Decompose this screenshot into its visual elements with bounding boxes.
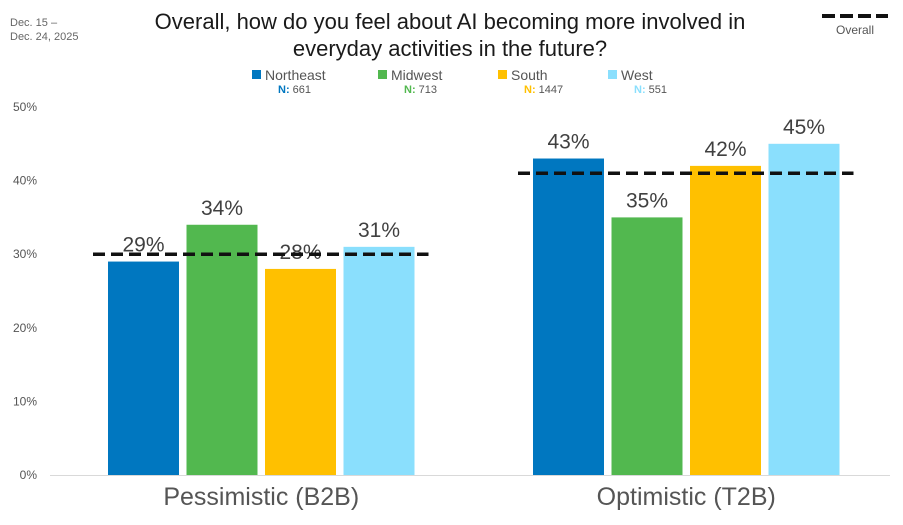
date-range: Dec. 15 – Dec. 24, 2025 bbox=[10, 17, 79, 43]
bar-west bbox=[768, 143, 840, 476]
overall-legend: Overall bbox=[818, 14, 892, 37]
data-label: 31% bbox=[358, 219, 400, 242]
legend-label: West bbox=[621, 67, 653, 83]
bar-northeast bbox=[533, 158, 604, 475]
category-label: Pessimistic (B2B) bbox=[163, 483, 359, 511]
data-label: 43% bbox=[547, 131, 589, 154]
bar-midwest bbox=[611, 217, 683, 475]
y-tick-label: 20% bbox=[13, 321, 37, 335]
data-label: 35% bbox=[626, 189, 668, 212]
legend: Northeast N: 661 Midwest N: 713 South N:… bbox=[250, 67, 670, 101]
legend-item-west: West N: 551 bbox=[608, 67, 667, 96]
legend-swatch bbox=[378, 70, 387, 79]
chart-title: Overall, how do you feel about AI becomi… bbox=[154, 9, 746, 61]
legend-n-value: 551 bbox=[648, 84, 668, 96]
bar-south bbox=[265, 268, 336, 475]
y-tick-label: 40% bbox=[13, 174, 37, 188]
legend-n-label: N: bbox=[278, 84, 290, 96]
data-label: 42% bbox=[704, 138, 746, 161]
legend-n-label: N: bbox=[524, 84, 536, 96]
legend-n-label: N: bbox=[404, 84, 416, 96]
legend-swatch bbox=[608, 70, 617, 79]
y-tick-label: 0% bbox=[20, 468, 38, 482]
bar-west bbox=[343, 246, 415, 475]
legend-label: South bbox=[511, 67, 548, 83]
legend-item-south: South N: 1447 bbox=[498, 67, 563, 96]
legend-n-value: 661 bbox=[292, 84, 312, 96]
legend-swatch bbox=[498, 70, 507, 79]
data-label: 29% bbox=[122, 234, 164, 257]
legend-item-midwest: Midwest N: 713 bbox=[378, 67, 442, 96]
legend-n-label: N: bbox=[634, 84, 646, 96]
overall-legend-label: Overall bbox=[835, 23, 874, 37]
bar-midwest bbox=[186, 224, 258, 475]
legend-n-value: 713 bbox=[418, 84, 438, 96]
legend-label: Midwest bbox=[391, 67, 443, 83]
overall-dash-icon bbox=[822, 14, 888, 18]
legend-swatch bbox=[252, 70, 261, 79]
bar-northeast bbox=[108, 261, 179, 475]
legend-label: Northeast bbox=[265, 67, 326, 83]
legend-n-value: 1447 bbox=[538, 84, 564, 96]
legend-item-northeast: Northeast N: 661 bbox=[252, 67, 326, 96]
data-label: 28% bbox=[279, 241, 321, 264]
bar-south bbox=[690, 165, 761, 475]
data-label: 45% bbox=[783, 116, 825, 139]
category-label: Optimistic (T2B) bbox=[597, 483, 776, 511]
y-tick-label: 30% bbox=[13, 247, 37, 261]
y-tick-label: 10% bbox=[13, 394, 37, 408]
y-tick-label: 50% bbox=[13, 100, 37, 114]
data-label: 34% bbox=[201, 197, 243, 220]
